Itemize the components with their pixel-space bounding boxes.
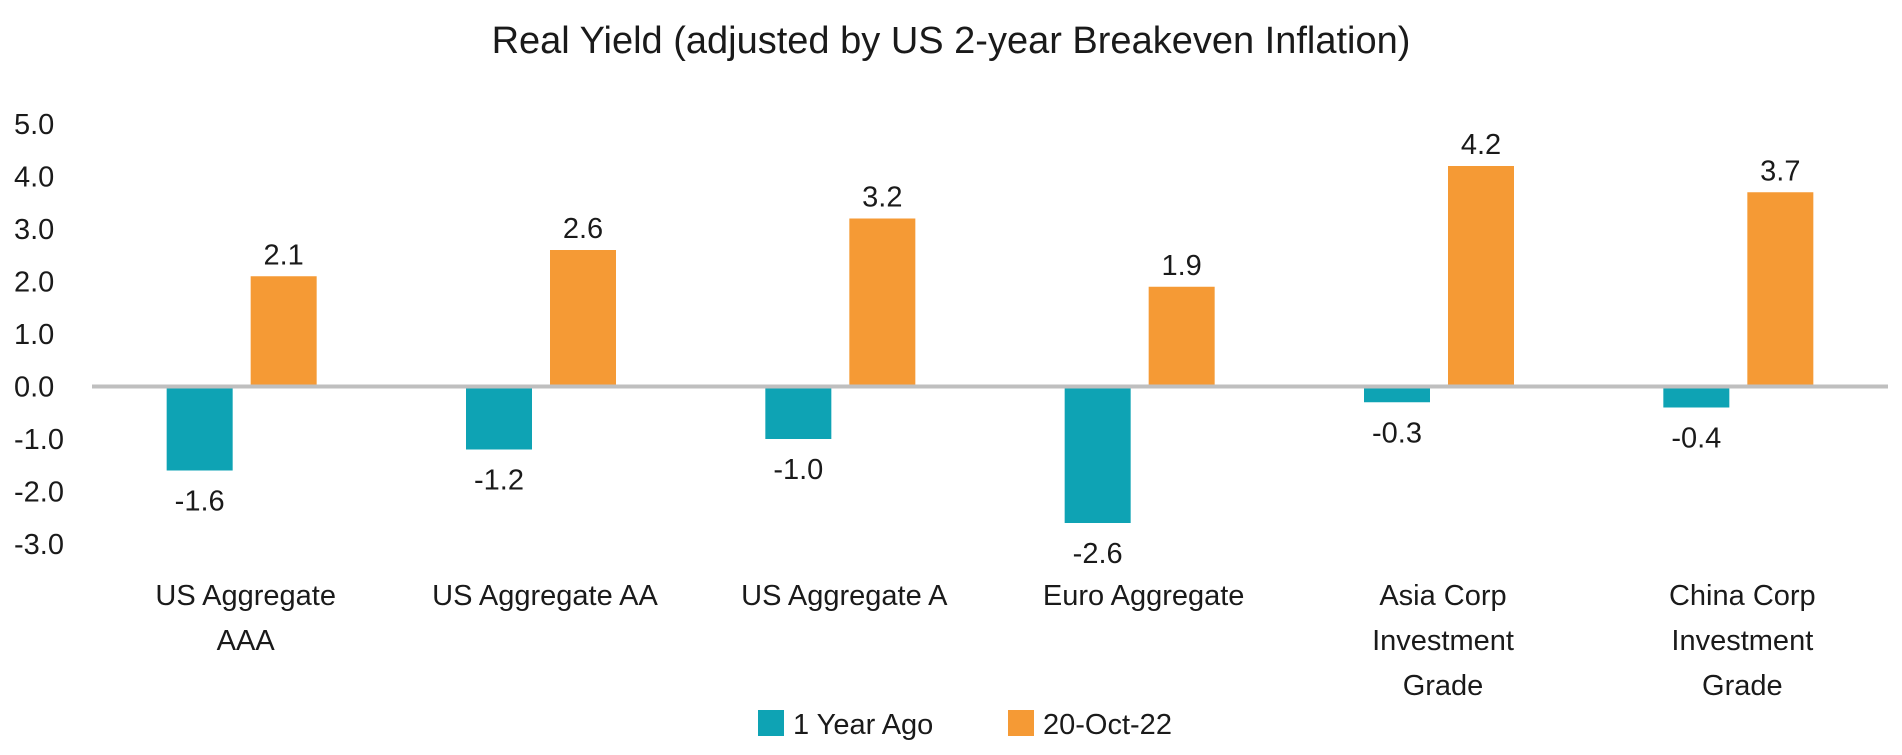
y-tick-label: 1.0 <box>14 319 54 351</box>
data-label: 3.2 <box>862 182 902 214</box>
data-label: -0.4 <box>1671 423 1721 455</box>
legend-label: 1 Year Ago <box>793 709 933 741</box>
data-label: -1.0 <box>773 454 823 486</box>
bar-20-oct-22 <box>250 276 317 387</box>
y-tick-label: 3.0 <box>14 214 54 246</box>
y-tick-label: 4.0 <box>14 162 54 194</box>
bars-group <box>166 166 1814 523</box>
data-label: 2.1 <box>264 239 304 271</box>
y-tick-label: 0.0 <box>14 372 54 404</box>
data-label: 1.9 <box>1162 250 1202 282</box>
legend: 1 Year Ago 20-Oct-22 <box>758 709 1172 741</box>
legend-swatch <box>1008 710 1034 736</box>
x-axis: US Aggregate AAA US Aggregate AA US Aggrega… <box>155 580 1815 702</box>
data-label: -2.6 <box>1073 538 1123 570</box>
bar-1-year-ago <box>1364 386 1430 403</box>
legend-label: 20-Oct-22 <box>1043 709 1172 741</box>
x-category-label: China Corp Investment Grade <box>1669 580 1816 702</box>
data-label: -1.2 <box>474 465 524 497</box>
y-tick-label: -2.0 <box>14 477 64 509</box>
bar-1-year-ago <box>166 386 233 471</box>
bar-1-year-ago <box>466 386 532 450</box>
bar-1-year-ago <box>1064 386 1131 523</box>
y-tick-label: -1.0 <box>14 424 64 456</box>
data-label: 2.6 <box>563 213 603 245</box>
chart-title: Real Yield (adjusted by US 2-year Breake… <box>492 20 1411 62</box>
data-label: 4.2 <box>1461 129 1501 161</box>
y-axis: 5.0 4.0 3.0 2.0 1.0 0.0 -1.0 -2.0 -3.0 <box>14 109 64 561</box>
y-tick-label: -3.0 <box>14 529 64 561</box>
bar-1-year-ago <box>1663 386 1730 408</box>
bar-20-oct-22 <box>1448 166 1514 387</box>
bar-20-oct-22 <box>849 218 916 387</box>
legend-swatch <box>758 710 784 736</box>
bar-20-oct-22 <box>1148 286 1215 387</box>
data-label: -1.6 <box>175 486 225 518</box>
y-tick-label: 5.0 <box>14 109 54 141</box>
data-labels-group: -1.6 2.1 -1.2 2.6 -1.0 3.2 -2.6 1.9 -0.3 4.2 -0.4 3… <box>175 129 1801 570</box>
x-category-label: US Aggregate AA <box>432 580 658 612</box>
data-label: 3.7 <box>1760 155 1800 187</box>
x-category-label: US Aggregate A <box>741 580 948 612</box>
bar-20-oct-22 <box>1747 192 1814 387</box>
x-category-label: Asia Corp Investment Grade <box>1372 580 1514 702</box>
y-tick-label: 2.0 <box>14 267 54 299</box>
x-category-label: US Aggregate AAA <box>155 580 336 657</box>
bar-1-year-ago <box>765 386 832 439</box>
x-category-label: Euro Aggregate <box>1043 580 1245 612</box>
bar-20-oct-22 <box>550 250 616 387</box>
data-label: -0.3 <box>1372 417 1422 449</box>
